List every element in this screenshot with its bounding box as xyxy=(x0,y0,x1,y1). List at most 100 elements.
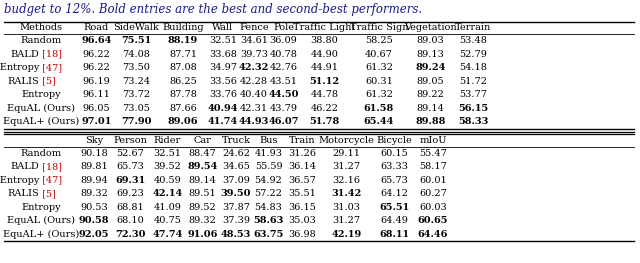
Text: 52.79: 52.79 xyxy=(459,50,487,59)
Text: 39.73: 39.73 xyxy=(240,50,268,59)
Text: 31.03: 31.03 xyxy=(333,203,360,212)
Text: 33.68: 33.68 xyxy=(209,50,237,59)
Text: 39.50: 39.50 xyxy=(221,189,252,198)
Text: 61.58: 61.58 xyxy=(364,104,394,113)
Text: 90.53: 90.53 xyxy=(80,203,108,212)
Text: 42.31: 42.31 xyxy=(240,104,268,113)
Text: 73.50: 73.50 xyxy=(123,63,150,72)
Text: 46.07: 46.07 xyxy=(268,117,299,126)
Text: Bicycle: Bicycle xyxy=(376,136,412,145)
Text: 65.73: 65.73 xyxy=(116,162,144,171)
Text: 38.80: 38.80 xyxy=(310,36,339,45)
Text: 51.72: 51.72 xyxy=(459,77,487,86)
Text: 96.22: 96.22 xyxy=(83,63,111,72)
Text: 63.75: 63.75 xyxy=(253,230,284,239)
Text: 31.42: 31.42 xyxy=(332,189,362,198)
Text: Pole: Pole xyxy=(273,23,294,33)
Text: 87.71: 87.71 xyxy=(169,50,197,59)
Text: 55.47: 55.47 xyxy=(419,149,447,158)
Text: 32.16: 32.16 xyxy=(333,176,360,185)
Text: 44.90: 44.90 xyxy=(310,50,339,59)
Text: 29.11: 29.11 xyxy=(333,149,360,158)
Text: Bus: Bus xyxy=(259,136,278,145)
Text: 68.10: 68.10 xyxy=(116,216,144,225)
Text: 47.74: 47.74 xyxy=(152,230,182,239)
Text: 36.15: 36.15 xyxy=(289,203,316,212)
Text: Traffic Sign: Traffic Sign xyxy=(349,23,408,33)
Text: 89.88: 89.88 xyxy=(415,117,445,126)
Text: 89.13: 89.13 xyxy=(417,50,444,59)
Text: 89.24: 89.24 xyxy=(415,63,445,72)
Text: Building: Building xyxy=(162,23,204,33)
Text: 86.25: 86.25 xyxy=(169,77,197,86)
Text: 31.27: 31.27 xyxy=(332,216,360,225)
Text: 68.11: 68.11 xyxy=(379,230,409,239)
Text: 90.58: 90.58 xyxy=(79,216,109,225)
Text: 88.47: 88.47 xyxy=(189,149,216,158)
Text: 54.18: 54.18 xyxy=(459,63,487,72)
Text: 96.05: 96.05 xyxy=(83,104,110,113)
Text: 74.08: 74.08 xyxy=(123,50,150,59)
Text: 89.14: 89.14 xyxy=(417,104,444,113)
Text: 48.53: 48.53 xyxy=(221,230,251,239)
Text: 53.48: 53.48 xyxy=(459,36,487,45)
Text: 44.91: 44.91 xyxy=(310,63,339,72)
Text: 73.24: 73.24 xyxy=(122,77,150,86)
Text: Rider: Rider xyxy=(154,136,181,145)
Text: 89.51: 89.51 xyxy=(189,189,216,198)
Text: 35.51: 35.51 xyxy=(289,189,316,198)
Text: 43.79: 43.79 xyxy=(269,104,298,113)
Text: 37.39: 37.39 xyxy=(222,216,250,225)
Text: Vote Entropy: Vote Entropy xyxy=(0,63,39,72)
Text: Truck: Truck xyxy=(221,136,250,145)
Text: Vote Entropy: Vote Entropy xyxy=(0,176,39,185)
Text: 43.51: 43.51 xyxy=(269,77,298,86)
Text: 89.54: 89.54 xyxy=(188,162,218,171)
Text: 51.78: 51.78 xyxy=(309,117,340,126)
Text: EquAL+ (Ours): EquAL+ (Ours) xyxy=(3,117,79,126)
Text: 41.93: 41.93 xyxy=(255,149,282,158)
Text: 42.14: 42.14 xyxy=(152,189,182,198)
Text: 58.63: 58.63 xyxy=(253,216,284,225)
Text: 96.11: 96.11 xyxy=(83,90,111,99)
Text: 56.15: 56.15 xyxy=(458,104,488,113)
Text: 41.09: 41.09 xyxy=(154,203,181,212)
Text: RALIS: RALIS xyxy=(7,189,39,198)
Text: 60.03: 60.03 xyxy=(419,203,447,212)
Text: 89.32: 89.32 xyxy=(80,189,108,198)
Text: 36.14: 36.14 xyxy=(289,162,317,171)
Text: Wall: Wall xyxy=(212,23,234,33)
Text: 42.32: 42.32 xyxy=(239,63,269,72)
Text: 72.30: 72.30 xyxy=(115,230,145,239)
Text: 44.78: 44.78 xyxy=(310,90,339,99)
Text: 32.51: 32.51 xyxy=(209,36,237,45)
Text: 42.76: 42.76 xyxy=(269,63,298,72)
Text: 58.25: 58.25 xyxy=(365,36,393,45)
Text: 61.32: 61.32 xyxy=(365,90,393,99)
Text: 34.61: 34.61 xyxy=(240,36,268,45)
Text: 44.93: 44.93 xyxy=(239,117,269,126)
Text: 54.92: 54.92 xyxy=(255,176,282,185)
Text: budget to 12%. Bold entries are the best and second-best performers.: budget to 12%. Bold entries are the best… xyxy=(4,3,422,16)
Text: EquAL (Ours): EquAL (Ours) xyxy=(7,216,75,225)
Text: [5]: [5] xyxy=(39,77,56,86)
Text: [47]: [47] xyxy=(39,176,62,185)
Text: 40.40: 40.40 xyxy=(240,90,268,99)
Text: 64.49: 64.49 xyxy=(380,216,408,225)
Text: Entropy: Entropy xyxy=(21,90,61,99)
Text: 46.22: 46.22 xyxy=(310,104,339,113)
Text: 36.57: 36.57 xyxy=(289,176,316,185)
Text: 42.28: 42.28 xyxy=(240,77,268,86)
Text: 87.66: 87.66 xyxy=(169,104,197,113)
Text: Car: Car xyxy=(193,136,211,145)
Text: 34.97: 34.97 xyxy=(209,63,237,72)
Text: 31.26: 31.26 xyxy=(289,149,317,158)
Text: 53.77: 53.77 xyxy=(459,90,487,99)
Text: 96.64: 96.64 xyxy=(81,36,112,45)
Text: EquAL+ (Ours): EquAL+ (Ours) xyxy=(3,230,79,239)
Text: 89.06: 89.06 xyxy=(168,117,198,126)
Text: 73.05: 73.05 xyxy=(123,104,150,113)
Text: 60.31: 60.31 xyxy=(365,77,393,86)
Text: [18]: [18] xyxy=(39,50,62,59)
Text: 39.52: 39.52 xyxy=(154,162,181,171)
